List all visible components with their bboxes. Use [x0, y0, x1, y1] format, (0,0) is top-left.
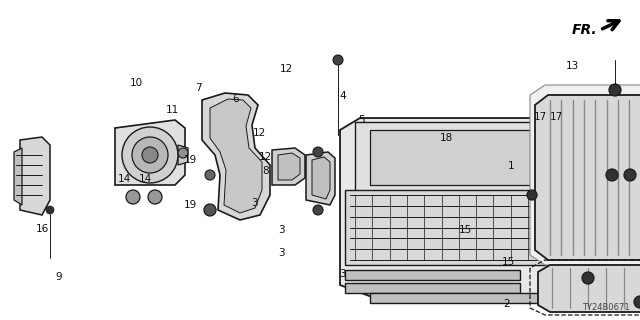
Circle shape	[313, 205, 323, 215]
Text: 5: 5	[358, 115, 365, 125]
Polygon shape	[202, 93, 270, 220]
Polygon shape	[535, 95, 640, 260]
Polygon shape	[340, 118, 600, 300]
Polygon shape	[178, 145, 188, 165]
Bar	[370, 130, 540, 185]
Circle shape	[205, 170, 215, 180]
Text: TY24B0671: TY24B0671	[582, 303, 630, 312]
Text: 12: 12	[280, 64, 293, 74]
Polygon shape	[20, 137, 50, 215]
Circle shape	[624, 169, 636, 181]
Text: 3: 3	[339, 268, 346, 279]
Text: 7: 7	[195, 83, 202, 93]
Text: 10: 10	[130, 78, 143, 88]
Circle shape	[142, 147, 158, 163]
Text: 14: 14	[140, 174, 152, 184]
Circle shape	[178, 148, 188, 158]
Circle shape	[634, 296, 640, 308]
Text: 16: 16	[36, 224, 49, 234]
Text: 19: 19	[184, 155, 197, 165]
Text: 18: 18	[440, 132, 453, 143]
Circle shape	[609, 84, 621, 96]
Polygon shape	[538, 265, 640, 312]
Bar	[345, 283, 520, 293]
Polygon shape	[115, 120, 185, 185]
Text: 15: 15	[460, 225, 472, 236]
Circle shape	[132, 137, 168, 173]
Circle shape	[606, 169, 618, 181]
Text: 11: 11	[166, 105, 179, 116]
Text: 12: 12	[259, 152, 272, 162]
Polygon shape	[210, 99, 262, 213]
Text: 4: 4	[339, 91, 346, 101]
Text: 8: 8	[262, 166, 269, 176]
Text: 9: 9	[56, 272, 62, 282]
Polygon shape	[312, 157, 330, 199]
Text: 3: 3	[278, 225, 285, 236]
Text: 17: 17	[550, 112, 563, 122]
Bar	[370, 293, 555, 303]
Text: 3: 3	[278, 248, 285, 258]
Text: 1: 1	[508, 161, 514, 172]
Circle shape	[46, 206, 54, 214]
Text: 19: 19	[184, 200, 197, 210]
Text: 17: 17	[534, 112, 547, 122]
Circle shape	[204, 204, 216, 216]
Circle shape	[333, 55, 343, 65]
Polygon shape	[530, 85, 640, 265]
Text: 3: 3	[252, 198, 258, 208]
Text: 2: 2	[504, 299, 510, 309]
Circle shape	[527, 190, 537, 200]
Text: 15: 15	[502, 257, 515, 268]
Circle shape	[126, 190, 140, 204]
Polygon shape	[278, 153, 300, 180]
Text: FR.: FR.	[572, 23, 598, 37]
Polygon shape	[14, 148, 22, 205]
Circle shape	[148, 190, 162, 204]
Polygon shape	[272, 148, 305, 185]
Bar	[345, 270, 520, 280]
Circle shape	[122, 127, 178, 183]
Text: 14: 14	[118, 174, 131, 184]
Text: 6: 6	[232, 94, 239, 104]
Bar	[345, 190, 590, 265]
Polygon shape	[306, 152, 335, 205]
Text: 13: 13	[566, 60, 579, 71]
Bar	[355, 122, 555, 192]
Text: 12: 12	[253, 128, 266, 138]
Circle shape	[582, 272, 594, 284]
Circle shape	[313, 147, 323, 157]
